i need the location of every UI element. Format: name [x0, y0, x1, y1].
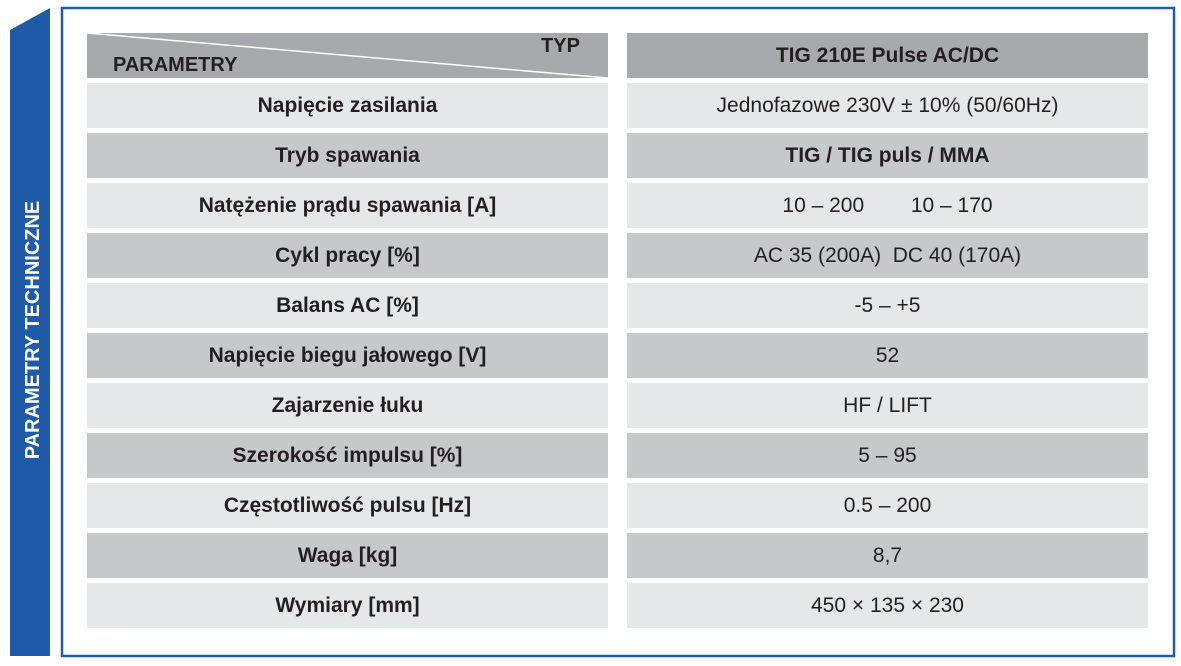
row-label: Szerokość impulsu [%] [87, 433, 608, 478]
row-value: AC 35 (200A) DC 40 (170A) [627, 233, 1148, 278]
row-label: Tryb spawania [87, 133, 608, 178]
row-value: TIG / TIG puls / MMA [627, 133, 1148, 178]
row-value: 5 – 95 [627, 433, 1148, 478]
row-label: Wymiary [mm] [87, 583, 608, 628]
header-typ: TYP [541, 35, 580, 57]
header-param-cell: PARAMETRY TYP [87, 33, 608, 78]
row-label: Częstotliwość pulsu [Hz] [87, 483, 608, 528]
row-label: Zajarzenie łuku [87, 383, 608, 428]
row-label: Cykl pracy [%] [87, 233, 608, 278]
row-label: Balans AC [%] [87, 283, 608, 328]
row-value: 0.5 – 200 [627, 483, 1148, 528]
row-label: Natężenie prądu spawania [A] [87, 183, 608, 228]
row-value: 450 × 135 × 230 [627, 583, 1148, 628]
row-label: Napięcie biegu jałowego [V] [87, 333, 608, 378]
border [60, 6, 1176, 658]
row-value: -5 – +5 [627, 283, 1148, 328]
row-value: 52 [627, 333, 1148, 378]
diagonal [87, 33, 608, 78]
header-param: PARAMETRY [113, 54, 238, 76]
row-label: Napięcie zasilania [87, 83, 608, 128]
side-title: PARAMETRY TECHNICZNE [22, 201, 44, 460]
header-model: TIG 210E Pulse AC/DC [627, 33, 1148, 78]
row-value: Jednofazowe 230V ± 10% (50/60Hz) [627, 83, 1148, 128]
row-value: 10 – 200 10 – 170 [627, 183, 1148, 228]
side-tab [10, 8, 50, 656]
row-value: HF / LIFT [627, 383, 1148, 428]
row-value: 8,7 [627, 533, 1148, 578]
row-label: Waga [kg] [87, 533, 608, 578]
